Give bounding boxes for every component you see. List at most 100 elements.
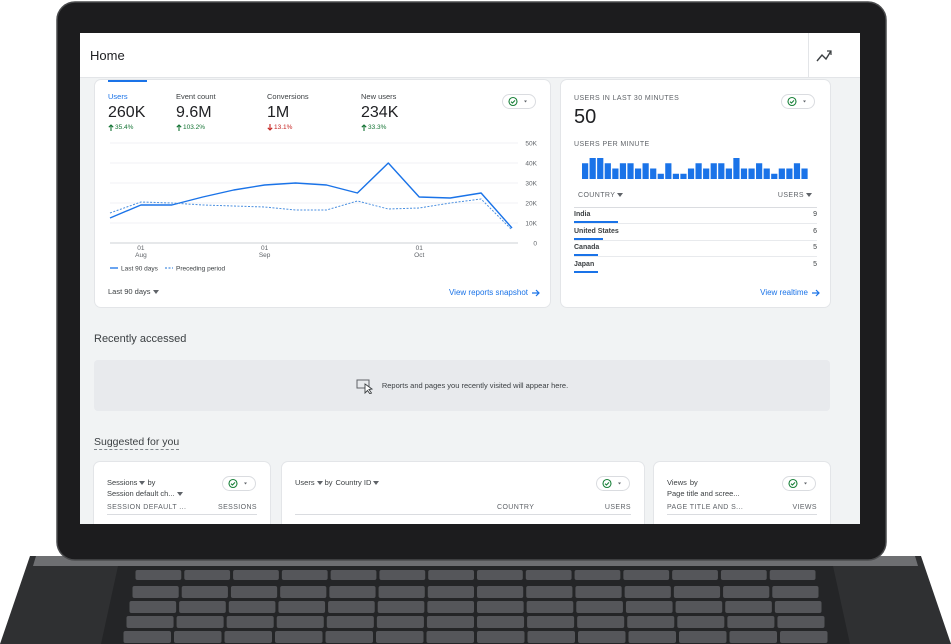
table-rule bbox=[667, 514, 817, 515]
key bbox=[426, 631, 474, 643]
keyboard bbox=[123, 570, 828, 643]
check-circle bbox=[228, 478, 238, 489]
date-range-selector[interactable]: Last 90 days bbox=[108, 287, 161, 296]
legend-label: Last 90 days bbox=[121, 265, 159, 272]
change-value: 33.3% bbox=[368, 124, 387, 132]
per-minute-chart bbox=[582, 158, 808, 179]
country-name: Canada bbox=[574, 244, 600, 252]
key bbox=[426, 616, 474, 628]
key bbox=[477, 570, 523, 580]
card-title: Sessions by Session default ch... bbox=[107, 477, 185, 499]
arrow-shape bbox=[108, 124, 114, 131]
compare-button[interactable] bbox=[596, 476, 630, 491]
compare-icon bbox=[228, 478, 247, 489]
series-line bbox=[109, 162, 513, 229]
bar bbox=[597, 158, 604, 179]
key bbox=[477, 631, 525, 643]
x-tick-label: 01 Aug bbox=[135, 245, 147, 259]
insights-button[interactable] bbox=[808, 33, 860, 77]
key bbox=[379, 570, 426, 580]
metric-value: 234K bbox=[361, 104, 399, 121]
recent-icon bbox=[356, 379, 373, 394]
trend-arrow bbox=[361, 124, 367, 131]
key bbox=[326, 616, 374, 628]
check-mark bbox=[790, 482, 796, 486]
bar bbox=[619, 163, 627, 179]
trend-arrow bbox=[176, 124, 182, 131]
card-title: Users by Country ID bbox=[295, 477, 381, 488]
bar bbox=[582, 163, 589, 179]
key bbox=[228, 601, 276, 613]
compare-button[interactable] bbox=[782, 476, 816, 491]
caret-shape bbox=[618, 482, 621, 485]
key bbox=[184, 570, 231, 580]
key bbox=[226, 616, 274, 628]
legend-label: Preceding period bbox=[176, 265, 226, 272]
caret bbox=[617, 193, 624, 198]
key bbox=[525, 570, 572, 580]
bar bbox=[793, 163, 801, 179]
x-tick-label: 01 Sep bbox=[258, 245, 271, 259]
metric-change: 35.4% bbox=[108, 124, 145, 131]
caret bbox=[139, 481, 146, 486]
recent-empty-box: Reports and pages you recently visited w… bbox=[94, 360, 830, 411]
metric: Event count 9.6M 103.2% bbox=[176, 92, 216, 131]
key bbox=[276, 616, 324, 628]
metric-change: 33.3% bbox=[361, 124, 398, 131]
key bbox=[677, 616, 725, 628]
connector: by bbox=[324, 478, 333, 487]
link-text: View realtime bbox=[760, 288, 808, 297]
key bbox=[723, 586, 770, 598]
caret bbox=[316, 481, 323, 486]
key bbox=[777, 616, 825, 628]
column-title: VIEWS bbox=[792, 504, 817, 511]
key bbox=[428, 570, 474, 580]
bar bbox=[801, 168, 808, 179]
user-bar bbox=[574, 254, 599, 257]
compare-button[interactable] bbox=[781, 94, 815, 109]
compare-button[interactable] bbox=[222, 476, 256, 491]
key bbox=[672, 570, 718, 580]
country-name: Japan bbox=[574, 261, 595, 269]
key bbox=[725, 601, 772, 613]
arrow-icon bbox=[532, 289, 540, 296]
bar bbox=[589, 158, 596, 179]
bar bbox=[627, 163, 634, 179]
metric-value: 1M bbox=[267, 104, 290, 121]
compare-icon bbox=[788, 478, 807, 489]
arrow-shape bbox=[267, 124, 273, 131]
key bbox=[230, 586, 278, 598]
key bbox=[233, 570, 279, 580]
key bbox=[427, 601, 474, 613]
row-rule bbox=[574, 239, 817, 241]
compare-button[interactable] bbox=[502, 94, 536, 109]
connector: by bbox=[689, 478, 698, 487]
reports-link[interactable]: View reports snapshot bbox=[449, 288, 540, 297]
key bbox=[477, 586, 524, 598]
key bbox=[275, 631, 323, 643]
column-title: COUNTRY bbox=[578, 192, 616, 199]
check-mark bbox=[604, 482, 610, 486]
title-line: Session default ch... bbox=[107, 488, 185, 499]
row-rule bbox=[574, 223, 817, 224]
caret-shape bbox=[804, 482, 807, 485]
bar bbox=[725, 168, 732, 179]
key bbox=[376, 631, 424, 643]
key bbox=[181, 586, 228, 598]
connector: by bbox=[147, 478, 156, 487]
key bbox=[328, 601, 375, 613]
insights-icon bbox=[816, 50, 832, 62]
title-line: Sessions by bbox=[107, 477, 185, 488]
date-range: Last 90 days bbox=[108, 287, 151, 296]
check-circle bbox=[602, 478, 612, 489]
metric: Users 260K 35.4% bbox=[108, 92, 145, 131]
realtime-link[interactable]: View realtime bbox=[760, 288, 820, 297]
user-bar bbox=[574, 237, 604, 240]
bar bbox=[604, 163, 611, 179]
table-rule bbox=[295, 514, 631, 515]
y-tick-label: 20K bbox=[525, 201, 537, 208]
column-header: COUNTRY bbox=[578, 192, 625, 199]
key bbox=[675, 601, 723, 613]
key bbox=[126, 616, 174, 628]
